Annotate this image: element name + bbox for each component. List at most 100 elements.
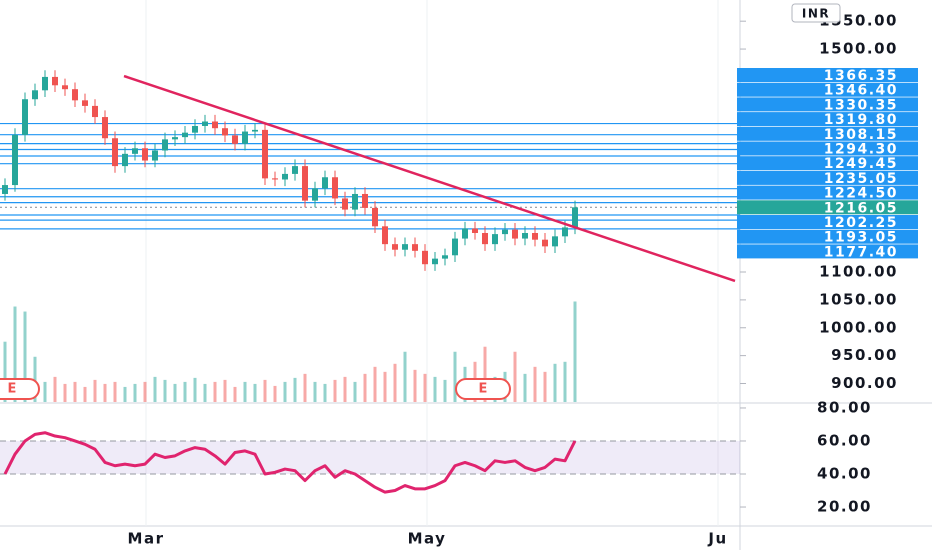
candle-body (212, 121, 218, 129)
level-label-box (737, 170, 918, 185)
volume-bar (163, 379, 167, 402)
volume-bar (43, 381, 47, 402)
volume-bar (513, 351, 517, 402)
currency: INR (802, 7, 830, 21)
volume-bar (193, 377, 197, 402)
candle-body (402, 244, 408, 250)
volume-bar (553, 363, 557, 402)
volume-bar (443, 379, 447, 402)
level-label-box (737, 156, 918, 171)
level-label: 1330.35 (824, 97, 898, 113)
level-label-box (737, 68, 918, 82)
level-label-box (737, 200, 918, 215)
level-label: 1224.50 (824, 186, 898, 202)
candle-body (82, 100, 88, 106)
volume-bar (563, 361, 567, 402)
candle-body (202, 121, 208, 126)
candle-body (192, 125, 198, 133)
rsi-line (3, 431, 577, 494)
volume-bar (523, 373, 527, 402)
candle-body (572, 207, 578, 228)
candle-body (2, 185, 8, 194)
candle-body (12, 134, 18, 186)
level-label: 1346.40 (824, 83, 898, 99)
candle-body (352, 193, 358, 210)
volume-bar (93, 379, 97, 402)
candle-body (182, 132, 188, 138)
volume-bar (253, 383, 257, 402)
candle-body (312, 188, 318, 201)
event-label: E (479, 382, 488, 397)
candle-body (392, 244, 398, 250)
candle-body (412, 244, 418, 251)
candle-body (522, 232, 528, 239)
volume-bar (313, 381, 317, 402)
candle-body (442, 255, 448, 259)
volume-bar (113, 381, 117, 402)
candle-body (302, 166, 308, 201)
volume-bar (103, 383, 107, 402)
level-label-box (737, 185, 918, 200)
volume-bar (213, 381, 217, 402)
volume-bar (53, 376, 57, 402)
volume-bar (343, 376, 347, 402)
candle-body (122, 153, 128, 167)
level-label: 1319.80 (824, 112, 898, 128)
y-tick-label: 950.00 (831, 346, 898, 364)
level-label-box (737, 215, 918, 229)
axes: Mar May Ju 900.00 950.00 1000.00 1050.00 1100.0… (128, 12, 918, 548)
volume-bar (3, 341, 7, 402)
volume-bar (263, 379, 267, 402)
candle-body (372, 207, 378, 227)
level-label-box (737, 82, 918, 97)
level-label: 1202.25 (824, 215, 898, 231)
candle-body (152, 150, 158, 161)
level-label: 1249.45 (824, 156, 898, 172)
y-tick-label: 900.00 (831, 374, 898, 392)
candle-body (162, 139, 168, 151)
candle-body (232, 135, 238, 144)
volume-bar (423, 373, 427, 402)
candle-body (62, 85, 68, 90)
candle-body (142, 148, 148, 161)
candle-body (342, 198, 348, 210)
candle-body (102, 117, 108, 139)
volume-bar (533, 366, 537, 402)
trendline (123, 74, 736, 283)
candle-body (512, 229, 518, 239)
volume-bar (173, 383, 177, 402)
y-tick-label: 1500.00 (819, 40, 898, 58)
level-label-box (737, 141, 918, 156)
volume-bar (433, 376, 437, 402)
volume-bar (453, 351, 457, 402)
y-tick-label: 1050.00 (819, 290, 898, 308)
level-label-box (737, 126, 918, 141)
candle-body (382, 226, 388, 245)
level-label-box (737, 97, 918, 112)
y-tick-label: 1100.00 (819, 263, 898, 281)
candle-body (542, 239, 548, 247)
volume-bar (123, 386, 127, 402)
level-label: 1193.05 (824, 230, 898, 246)
volume-bar (73, 381, 77, 402)
event-marker (0, 378, 40, 400)
candle-body (482, 232, 488, 245)
volume-bar (33, 356, 37, 402)
candle-body (112, 138, 118, 167)
x-tick-label: Ju (707, 530, 727, 548)
volume-bar (483, 346, 487, 402)
volume-bar (363, 373, 367, 402)
candle-body (252, 129, 258, 132)
candle-body (332, 177, 338, 199)
volume-bar (413, 369, 417, 402)
candle-body (92, 105, 98, 118)
currency-box (791, 3, 841, 23)
candle-body (292, 166, 298, 174)
x-tick-label: May (408, 530, 447, 548)
candle-body (72, 89, 78, 101)
volume-bar (273, 385, 277, 402)
volume-bar (543, 371, 547, 402)
candle-body (562, 227, 568, 237)
volume-bar (373, 366, 377, 402)
